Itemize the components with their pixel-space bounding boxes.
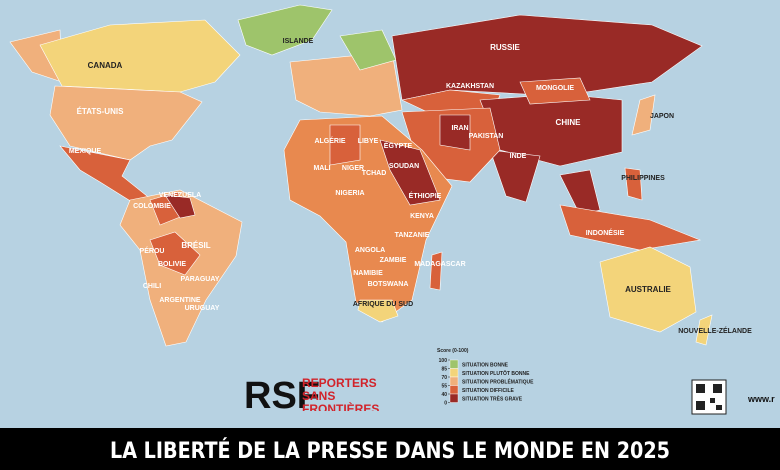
legend-swatch — [449, 385, 459, 395]
legend-label: SITUATION PLUTÔT BONNE — [462, 369, 530, 377]
country-label: ZAMBIE — [380, 257, 407, 264]
country-labels: CANADA ÉTATS-UNIS MEXIQUE BRÉSIL PÉROU B… — [69, 38, 752, 335]
legend-score-label: Score (0-100) — [437, 348, 469, 354]
page-title: LA LIBERTÉ DE LA PRESSE DANS LE MONDE EN… — [110, 438, 670, 464]
country-label: MONGOLIE — [536, 85, 574, 92]
organization-box: REPORTERS SANS FRONTIÈRES — [302, 377, 380, 411]
country-label: KENYA — [410, 213, 434, 220]
country-label: MADAGASCAR — [414, 261, 465, 268]
country-label: NAMIBIE — [353, 270, 383, 277]
country-label: IRAN — [451, 125, 468, 132]
country-label: JAPON — [650, 113, 674, 120]
country-label: URUGUAY — [185, 305, 220, 312]
country-label: ÉTHIOPIE — [409, 191, 442, 200]
legend-tick-label: 100 — [439, 358, 448, 364]
country-label: CANADA — [88, 61, 123, 70]
country-label: ISLANDE — [283, 38, 314, 45]
legend-tick-label: 55 — [441, 384, 447, 390]
url: www.r — [747, 394, 775, 404]
country-label: BRÉSIL — [181, 241, 210, 250]
country-label: ÉTATS-UNIS — [77, 107, 124, 116]
legend-label: SITUATION TRÈS GRAVE — [462, 394, 523, 402]
legend-tick-label: 0 — [444, 401, 447, 407]
country-label: VENEZUELA — [159, 192, 201, 199]
country-label: SOUDAN — [389, 163, 419, 170]
country-label: TANZANIE — [395, 232, 430, 239]
country-label: BOTSWANA — [368, 281, 409, 288]
country-label: AFRIQUE DU SUD — [353, 301, 413, 308]
land — [9, 4, 713, 347]
country-label: INDE — [510, 153, 527, 160]
country-label: KAZAKHSTAN — [446, 83, 494, 90]
country-label: PAKISTAN — [469, 133, 504, 140]
logo-text: RSF — [244, 375, 320, 417]
country-label: AUSTRALIE — [625, 285, 671, 294]
country-label: NOUVELLE-ZÉLANDE — [678, 326, 752, 335]
country-label: CHINE — [556, 118, 582, 127]
country-label: ANGOLA — [355, 247, 385, 254]
legend-label: SITUATION DIFFICILE — [462, 388, 515, 394]
country-label: TCHAD — [362, 170, 387, 177]
country-label: LIBYE — [358, 138, 379, 145]
legend-swatch — [449, 359, 459, 369]
country-label: ÉGYPTE — [384, 141, 413, 150]
legend-label: SITUATION BONNE — [462, 362, 509, 368]
country-label: ALGÉRIE — [314, 136, 345, 145]
country-label: PÉROU — [140, 246, 165, 255]
country-label: PARAGUAY — [181, 276, 220, 283]
country-label: INDONÉSIE — [586, 228, 625, 237]
country-label: BOLIVIE — [158, 261, 186, 268]
qr-code — [691, 379, 727, 415]
country-label: ARGENTINE — [159, 297, 201, 304]
legend-tick-label: 40 — [441, 392, 447, 398]
title-bar — [0, 428, 780, 470]
country-label: PHILIPPINES — [621, 175, 665, 182]
legend-swatch — [449, 376, 459, 386]
country-label: RUSSIE — [490, 43, 520, 52]
logo: RSF REPORTERS SANS FRONTIÈRES — [244, 375, 380, 417]
country-label: CHILI — [143, 283, 161, 290]
legend-tick-label: 85 — [441, 367, 447, 373]
legend-swatch — [449, 393, 459, 403]
country-label: COLOMBIE — [133, 203, 171, 210]
legend-swatch — [449, 368, 459, 378]
legend-label: SITUATION PROBLÉMATIQUE — [462, 377, 534, 385]
legend-tick-label: 70 — [441, 375, 447, 381]
organization: REPORTERS SANS FRONTIÈRES — [302, 377, 380, 411]
country-label: MEXIQUE — [69, 148, 102, 155]
country-label: MALI — [313, 165, 330, 172]
country-label: NIGER — [342, 165, 364, 172]
country-label: NIGERIA — [335, 190, 364, 197]
